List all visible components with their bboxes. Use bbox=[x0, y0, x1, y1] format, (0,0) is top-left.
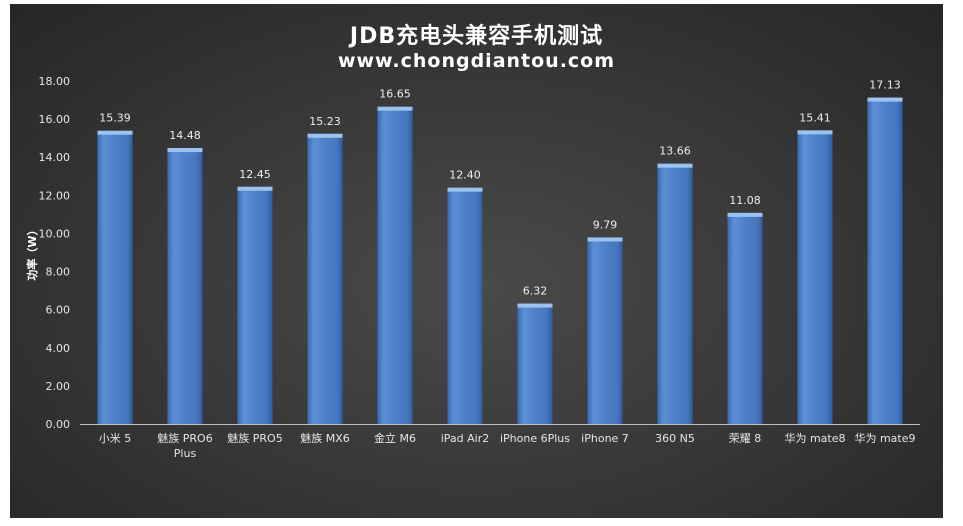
bar-top bbox=[587, 237, 623, 242]
data-label: 15.41 bbox=[799, 111, 831, 124]
x-tick-label: iPhone 6Plus bbox=[500, 432, 570, 445]
bar-top bbox=[167, 148, 203, 153]
data-label: 15.23 bbox=[309, 115, 341, 128]
x-tick-label: 魅族 PRO5 bbox=[227, 431, 282, 445]
bar bbox=[657, 163, 693, 424]
chart-subtitle: www.chongdiantou.com bbox=[337, 50, 616, 72]
data-label: 11.08 bbox=[729, 194, 761, 207]
x-tick-label: 魅族 MX6 bbox=[300, 431, 350, 445]
x-tick-label: 华为 mate8 bbox=[784, 431, 845, 445]
bar-top bbox=[97, 130, 133, 135]
y-tick-label: 0.00 bbox=[46, 418, 71, 431]
bar bbox=[797, 130, 833, 424]
bar bbox=[237, 186, 273, 424]
y-tick-label: 16.00 bbox=[39, 113, 71, 126]
bar-top bbox=[237, 186, 273, 191]
y-tick-label: 18.00 bbox=[39, 75, 71, 88]
data-label: 12.40 bbox=[449, 169, 481, 182]
y-tick-label: 4.00 bbox=[46, 342, 71, 355]
data-label: 12.45 bbox=[239, 168, 271, 181]
data-label: 17.13 bbox=[869, 79, 901, 92]
bar-top bbox=[657, 163, 693, 168]
bar-top bbox=[727, 212, 763, 217]
x-tick-label: iPhone 7 bbox=[581, 432, 629, 445]
data-label: 16.65 bbox=[379, 88, 411, 101]
bar bbox=[97, 130, 133, 425]
data-label: 15.39 bbox=[99, 112, 131, 125]
bar bbox=[517, 303, 553, 424]
x-tick-label: 魅族 PRO6 Plus bbox=[157, 431, 212, 460]
y-tick-label: 2.00 bbox=[46, 380, 71, 393]
bar bbox=[447, 187, 483, 424]
data-label: 13.66 bbox=[659, 145, 691, 158]
bar bbox=[727, 212, 763, 424]
x-tick-label: 华为 mate9 bbox=[854, 431, 915, 445]
x-tick-label: 小米 5 bbox=[99, 432, 132, 445]
chart-title: JDB充电头兼容手机测试 bbox=[349, 24, 604, 49]
data-label: 14.48 bbox=[169, 129, 201, 142]
bar-top bbox=[447, 187, 483, 192]
y-tick-label: 14.00 bbox=[39, 151, 71, 164]
bar bbox=[307, 133, 343, 425]
bar bbox=[587, 237, 623, 424]
bar-top bbox=[797, 130, 833, 135]
bar-top bbox=[867, 97, 903, 102]
x-tick-label: 荣耀 8 bbox=[729, 432, 762, 445]
bars-group bbox=[97, 97, 903, 425]
x-tick-label: iPad Air2 bbox=[441, 432, 490, 445]
y-axis-label: 功率（W） bbox=[25, 224, 39, 280]
y-tick-label: 8.00 bbox=[46, 266, 71, 279]
x-tick-label: 360 N5 bbox=[655, 432, 695, 445]
y-tick-label: 10.00 bbox=[39, 227, 71, 240]
x-tick-label: 金立 M6 bbox=[374, 431, 416, 445]
data-label: 9.79 bbox=[593, 218, 618, 231]
bar-top bbox=[517, 303, 553, 308]
y-tick-label: 12.00 bbox=[39, 189, 71, 202]
bar-top bbox=[377, 106, 413, 111]
bar bbox=[867, 97, 903, 424]
bar bbox=[377, 106, 413, 424]
axis-group: 0.00 2.00 4.00 6.00 8.00 10.00 12.00 14.00 16.00… bbox=[25, 75, 920, 431]
y-tick-label: 6.00 bbox=[46, 304, 71, 317]
labels-group: 15.39 小米 5 14.48 魅族 PRO6 Plus 12.45 魅族 PRO5 15.… bbox=[99, 79, 916, 460]
bar-top bbox=[307, 133, 343, 138]
data-label: 6.32 bbox=[523, 285, 548, 298]
bar bbox=[167, 148, 203, 424]
